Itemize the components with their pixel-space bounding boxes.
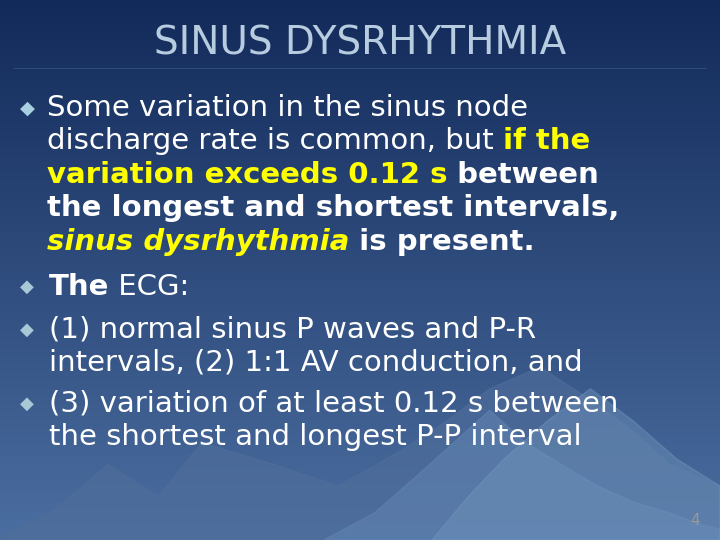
Text: Some variation in the sinus node: Some variation in the sinus node [47, 94, 528, 122]
Text: ◆: ◆ [20, 278, 35, 296]
Text: discharge rate is common, but: discharge rate is common, but [47, 127, 503, 156]
Text: sinus dysrhythmia: sinus dysrhythmia [47, 228, 349, 256]
Text: ECG:: ECG: [109, 273, 189, 301]
Text: ◆: ◆ [20, 98, 35, 118]
Polygon shape [432, 389, 720, 540]
Text: SINUS DYSRHYTHMIA: SINUS DYSRHYTHMIA [154, 24, 566, 62]
Text: variation exceeds 0.12 s: variation exceeds 0.12 s [47, 161, 447, 189]
Text: the longest and shortest intervals,: the longest and shortest intervals, [47, 194, 619, 222]
Polygon shape [0, 367, 720, 540]
Polygon shape [324, 410, 720, 540]
Text: (3) variation of at least 0.12 s between: (3) variation of at least 0.12 s between [49, 390, 618, 418]
Text: (1) normal sinus P waves and P-R: (1) normal sinus P waves and P-R [49, 315, 536, 343]
Text: 4: 4 [690, 513, 700, 528]
Text: the shortest and longest P-P interval: the shortest and longest P-P interval [49, 423, 582, 451]
Text: intervals, (2) 1:1 AV conduction, and: intervals, (2) 1:1 AV conduction, and [49, 349, 582, 377]
Text: ◆: ◆ [20, 320, 35, 339]
Text: ◆: ◆ [20, 395, 35, 413]
Text: The: The [49, 273, 109, 301]
Text: between: between [447, 161, 599, 189]
Text: is present.: is present. [349, 228, 535, 256]
Text: if the: if the [503, 127, 590, 156]
